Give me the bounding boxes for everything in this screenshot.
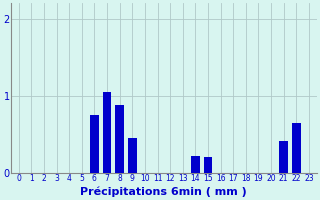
Bar bbox=[292, 123, 301, 173]
Bar bbox=[191, 156, 200, 173]
Bar bbox=[279, 141, 288, 173]
Bar bbox=[204, 157, 212, 173]
Bar bbox=[90, 115, 99, 173]
X-axis label: Précipitations 6min ( mm ): Précipitations 6min ( mm ) bbox=[80, 186, 247, 197]
Bar bbox=[115, 105, 124, 173]
Bar bbox=[128, 138, 137, 173]
Bar bbox=[103, 92, 111, 173]
